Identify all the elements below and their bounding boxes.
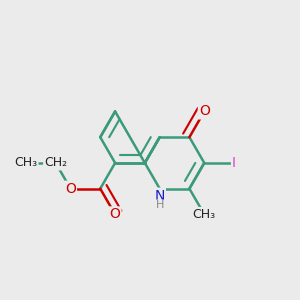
Text: CH₃: CH₃ <box>193 208 216 221</box>
Text: I: I <box>232 156 236 170</box>
Text: O: O <box>65 182 76 196</box>
Text: CH₃: CH₃ <box>14 156 38 170</box>
Text: O: O <box>110 207 121 221</box>
Text: O: O <box>199 104 210 118</box>
Text: H: H <box>155 200 164 211</box>
Text: CH₂: CH₂ <box>44 156 67 170</box>
Text: N: N <box>154 189 165 203</box>
